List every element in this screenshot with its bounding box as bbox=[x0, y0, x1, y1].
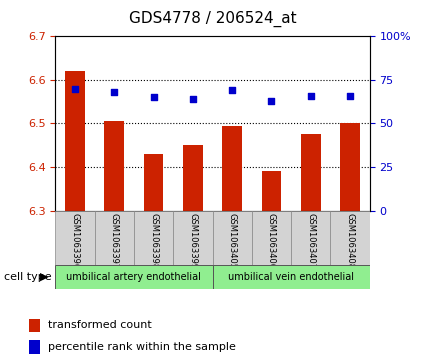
Text: umbilical vein endothelial: umbilical vein endothelial bbox=[228, 272, 354, 282]
Text: GSM1063408: GSM1063408 bbox=[346, 213, 354, 269]
Bar bbox=[144, 154, 163, 211]
Point bbox=[71, 86, 78, 91]
Text: GSM1063406: GSM1063406 bbox=[267, 213, 276, 269]
Bar bbox=[29, 340, 40, 354]
Point bbox=[347, 93, 354, 98]
Point bbox=[190, 96, 196, 102]
Bar bbox=[105, 121, 124, 211]
Text: GSM1063407: GSM1063407 bbox=[306, 213, 315, 269]
Bar bbox=[301, 134, 320, 211]
Point bbox=[307, 93, 314, 98]
Text: GSM1063405: GSM1063405 bbox=[228, 213, 237, 269]
FancyBboxPatch shape bbox=[55, 265, 212, 289]
FancyBboxPatch shape bbox=[94, 211, 134, 265]
Bar bbox=[29, 319, 40, 332]
FancyBboxPatch shape bbox=[212, 211, 252, 265]
Point bbox=[229, 87, 235, 93]
Bar bbox=[222, 126, 242, 211]
Text: ▶: ▶ bbox=[40, 272, 48, 282]
Bar bbox=[340, 123, 360, 211]
Text: umbilical artery endothelial: umbilical artery endothelial bbox=[66, 272, 201, 282]
Bar bbox=[262, 171, 281, 211]
Point bbox=[111, 89, 118, 95]
FancyBboxPatch shape bbox=[55, 211, 94, 265]
Bar bbox=[65, 71, 85, 211]
Point bbox=[268, 98, 275, 104]
Text: GSM1063399: GSM1063399 bbox=[188, 213, 197, 269]
Text: transformed count: transformed count bbox=[48, 321, 152, 330]
FancyBboxPatch shape bbox=[134, 211, 173, 265]
Point bbox=[150, 94, 157, 100]
Text: percentile rank within the sample: percentile rank within the sample bbox=[48, 342, 236, 352]
FancyBboxPatch shape bbox=[252, 211, 291, 265]
Text: cell type: cell type bbox=[4, 272, 52, 282]
Text: GDS4778 / 206524_at: GDS4778 / 206524_at bbox=[129, 11, 296, 27]
Text: GSM1063397: GSM1063397 bbox=[110, 213, 119, 269]
Bar bbox=[183, 145, 203, 211]
FancyBboxPatch shape bbox=[291, 211, 331, 265]
Text: GSM1063396: GSM1063396 bbox=[71, 213, 79, 269]
FancyBboxPatch shape bbox=[212, 265, 370, 289]
Text: GSM1063398: GSM1063398 bbox=[149, 213, 158, 269]
FancyBboxPatch shape bbox=[173, 211, 212, 265]
FancyBboxPatch shape bbox=[331, 211, 370, 265]
